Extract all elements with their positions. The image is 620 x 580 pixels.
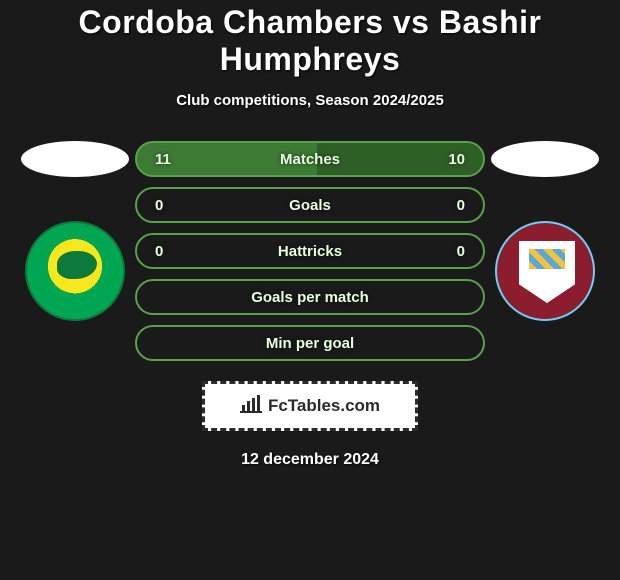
stat-label: Min per goal [185, 335, 435, 352]
date-text: 12 december 2024 [0, 451, 620, 469]
stat-bar: 0Goals0 [135, 187, 485, 223]
stat-bar: Min per goal [135, 325, 485, 361]
attribution-box: FcTables.com [202, 381, 418, 431]
attribution-text: FcTables.com [268, 396, 380, 416]
subtitle: Club competitions, Season 2024/2025 [0, 92, 620, 109]
stat-value-right: 10 [435, 151, 465, 168]
comparison-panel: 11Matches100Goals00Hattricks0Goals per m… [0, 141, 620, 361]
stat-label: Hattricks [185, 243, 435, 260]
team-crest-right [495, 221, 595, 321]
stat-bar: 11Matches10 [135, 141, 485, 177]
stat-label: Goals per match [185, 289, 435, 306]
right-side [485, 141, 605, 321]
stats-column: 11Matches100Goals00Hattricks0Goals per m… [135, 141, 485, 361]
stat-label: Goals [185, 197, 435, 214]
stat-bar: 0Hattricks0 [135, 233, 485, 269]
page-title: Cordoba Chambers vs Bashir Humphreys [0, 4, 620, 78]
left-side [15, 141, 135, 321]
stat-value-left: 11 [155, 151, 185, 168]
stat-label: Matches [185, 151, 435, 168]
stat-bar: Goals per match [135, 279, 485, 315]
stat-value-right: 0 [435, 197, 465, 214]
player-photo-right [491, 141, 599, 177]
stat-value-left: 0 [155, 243, 185, 260]
team-crest-left [25, 221, 125, 321]
chart-icon [240, 395, 262, 418]
stat-value-left: 0 [155, 197, 185, 214]
stat-value-right: 0 [435, 243, 465, 260]
player-photo-left [21, 141, 129, 177]
